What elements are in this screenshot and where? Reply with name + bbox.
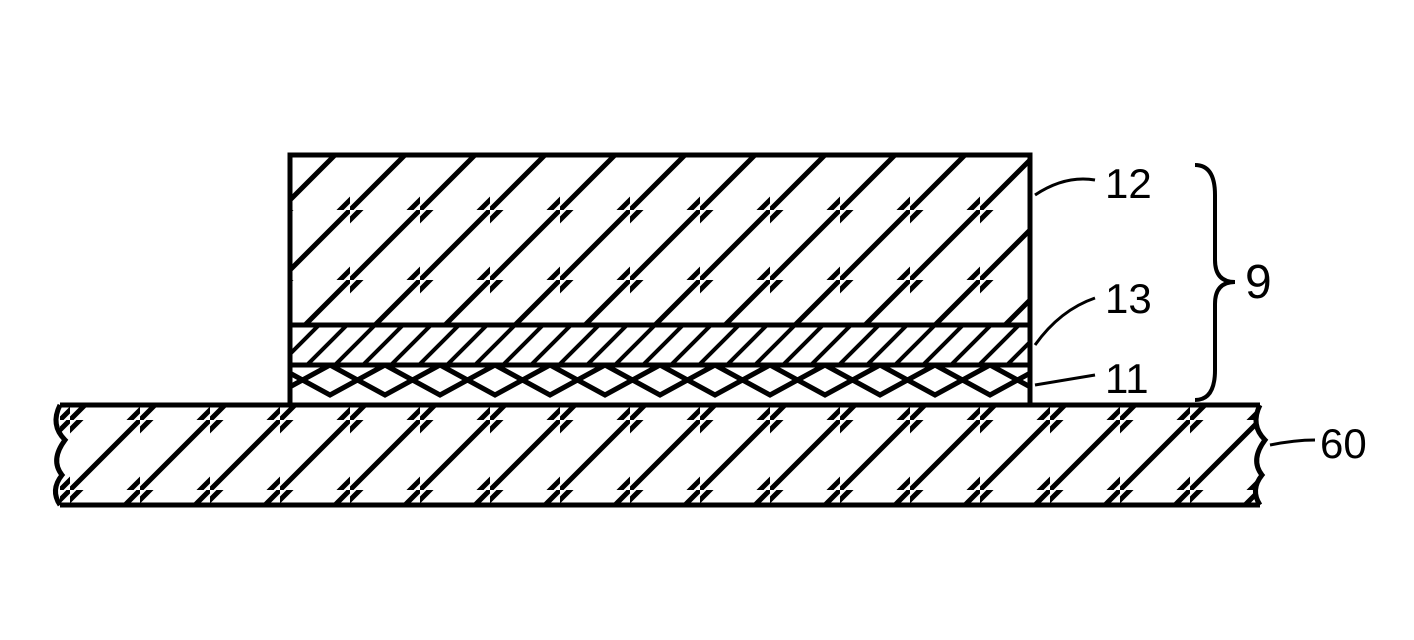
- layer-12: [290, 155, 1030, 325]
- label-60: 60: [1320, 420, 1367, 468]
- label-9: 9: [1245, 255, 1272, 310]
- layer-13: [290, 325, 1030, 365]
- label-13: 13: [1105, 275, 1152, 323]
- group-brace: [1195, 165, 1235, 400]
- layer-60: [55, 405, 1265, 505]
- label-12: 12: [1105, 160, 1152, 208]
- layer-11: [290, 365, 1030, 405]
- cross-section-diagram: 12 13 11 60 9: [0, 0, 1414, 635]
- label-11: 11: [1105, 355, 1149, 403]
- diagram-svg: [0, 0, 1414, 635]
